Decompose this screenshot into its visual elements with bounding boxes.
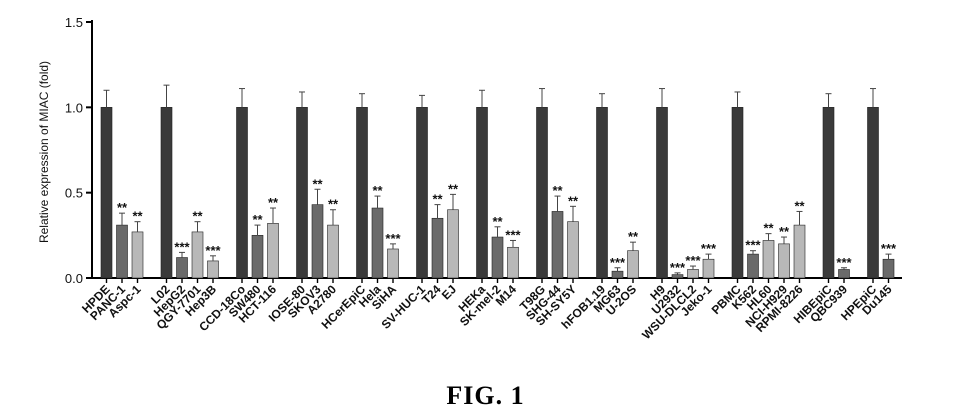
bar bbox=[476, 107, 488, 279]
bar bbox=[131, 231, 144, 279]
bar bbox=[671, 274, 684, 279]
bar bbox=[267, 223, 279, 279]
significance-label: ** bbox=[492, 214, 503, 229]
bar bbox=[311, 204, 324, 279]
significance-label: *** bbox=[385, 231, 401, 246]
significance-label: *** bbox=[685, 253, 701, 268]
significance-label: ** bbox=[432, 192, 443, 207]
bar bbox=[762, 240, 775, 279]
bar bbox=[687, 269, 699, 279]
bar bbox=[116, 224, 128, 279]
significance-label: ** bbox=[372, 183, 383, 198]
bar bbox=[447, 209, 459, 279]
bar bbox=[296, 107, 308, 279]
bar bbox=[327, 224, 339, 279]
category-label: EJ bbox=[439, 282, 459, 302]
significance-label: *** bbox=[205, 243, 221, 258]
bar bbox=[611, 270, 624, 279]
bar bbox=[536, 107, 548, 279]
y-axis-label: Relative expression of MIAC (fold) bbox=[37, 61, 51, 243]
bar bbox=[596, 107, 608, 279]
bar bbox=[567, 221, 579, 279]
significance-label: *** bbox=[701, 241, 717, 256]
bar-chart: 0.00.51.01.5 ***************************… bbox=[37, 15, 902, 342]
bar bbox=[191, 231, 204, 279]
significance-label: *** bbox=[174, 239, 190, 254]
significance-label: ** bbox=[763, 221, 774, 236]
bar bbox=[176, 257, 188, 279]
y-tick-label: 0.0 bbox=[65, 271, 83, 286]
y-tick-label: 1.0 bbox=[65, 100, 83, 115]
y-tick-label: 0.5 bbox=[65, 186, 83, 201]
significance-label: *** bbox=[745, 238, 761, 253]
figure-caption: FIG. 1 bbox=[446, 381, 525, 410]
significance-label: ** bbox=[779, 224, 790, 239]
bar bbox=[100, 107, 113, 279]
bar bbox=[867, 107, 879, 279]
significance-label: *** bbox=[836, 255, 852, 270]
bar bbox=[551, 211, 564, 279]
significance-label: *** bbox=[670, 260, 686, 275]
significance-label: ** bbox=[794, 198, 805, 213]
significance-label: ** bbox=[568, 193, 579, 208]
bar bbox=[793, 224, 806, 279]
significance-label: ** bbox=[132, 209, 143, 224]
bar bbox=[371, 207, 384, 279]
significance-label: ** bbox=[117, 200, 128, 215]
significance-label: ** bbox=[312, 176, 323, 191]
chart-bars: ****************************************… bbox=[100, 84, 897, 279]
bar bbox=[431, 217, 444, 279]
bar bbox=[387, 248, 399, 279]
bar bbox=[838, 269, 850, 279]
bar bbox=[236, 107, 248, 279]
significance-label: *** bbox=[610, 255, 626, 270]
bar bbox=[882, 258, 895, 279]
bar bbox=[731, 107, 744, 279]
significance-label: *** bbox=[881, 241, 897, 256]
bar bbox=[491, 236, 504, 279]
bar bbox=[416, 107, 428, 279]
significance-label: *** bbox=[505, 227, 521, 242]
significance-label: ** bbox=[328, 197, 339, 212]
significance-label: ** bbox=[192, 209, 203, 224]
y-tick-label: 1.5 bbox=[65, 15, 83, 30]
bar bbox=[822, 107, 835, 279]
significance-label: ** bbox=[448, 181, 459, 196]
bar bbox=[747, 253, 759, 279]
bar bbox=[507, 246, 519, 279]
significance-label: ** bbox=[628, 229, 639, 244]
bar bbox=[627, 250, 639, 279]
bar bbox=[702, 258, 715, 279]
bar bbox=[356, 107, 368, 279]
bar bbox=[656, 107, 668, 279]
bar bbox=[778, 243, 790, 279]
significance-label: ** bbox=[268, 195, 279, 210]
significance-label: ** bbox=[552, 183, 563, 198]
bar bbox=[207, 260, 219, 279]
bar bbox=[251, 235, 264, 279]
significance-label: ** bbox=[252, 212, 263, 227]
bar bbox=[160, 107, 173, 279]
